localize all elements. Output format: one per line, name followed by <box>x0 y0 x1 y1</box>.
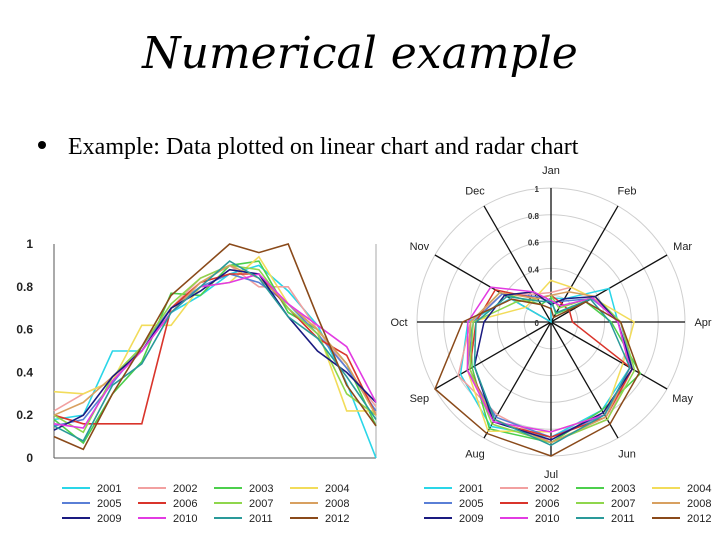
bullet-item: Example: Data plotted on linear chart an… <box>38 134 578 161</box>
legend-label-2005: 2005 <box>459 498 483 510</box>
radar-series-2009 <box>473 291 634 441</box>
radar-spoke-Jun <box>550 321 619 439</box>
y-tick-label: 1 <box>26 237 33 251</box>
legend-label-2001: 2001 <box>97 483 121 495</box>
series-line-2007 <box>53 264 377 434</box>
legend-label-2012: 2012 <box>325 513 349 525</box>
legend-label-2002: 2002 <box>173 483 197 495</box>
radar-chart: JanFebMarAprMayJunJulAugSepOctNovDec00.2… <box>390 165 711 481</box>
radar-spoke-Aug <box>483 321 552 439</box>
legend-label-2002: 2002 <box>535 483 559 495</box>
y-tick-label: 0.4 <box>16 365 33 379</box>
radar-spoke-Dec <box>483 205 552 323</box>
legend-label-2004: 2004 <box>687 483 711 495</box>
line-chart: 0 0.2 0.4 0.6 0.8 1 <box>16 237 377 465</box>
radar-series-2012 <box>434 298 641 457</box>
legend-label-2012: 2012 <box>687 513 711 525</box>
radar-axis-label-Oct: Oct <box>390 317 407 329</box>
radar-axis-label-Aug: Aug <box>465 449 485 461</box>
legend-label-2007: 2007 <box>249 498 273 510</box>
series-line-2001 <box>53 264 377 459</box>
radar-axis-label-Sep: Sep <box>410 393 430 405</box>
legend-label-2005: 2005 <box>97 498 121 510</box>
radar-axis-label-Jul: Jul <box>544 469 558 481</box>
legend-label-2009: 2009 <box>459 513 483 525</box>
radar-axis-label-May: May <box>672 393 693 405</box>
y-tick-label: 0.2 <box>16 408 33 422</box>
radar-axis-label-Feb: Feb <box>618 185 637 197</box>
series-line-2011 <box>53 260 377 442</box>
y-tick-label: 0.6 <box>16 323 33 337</box>
legend-label-2007: 2007 <box>611 498 635 510</box>
radar-series-2006 <box>469 288 634 438</box>
radar-spoke-May <box>550 321 668 390</box>
radar-spoke-Feb <box>550 205 619 323</box>
radar-tick-label: 0.6 <box>528 239 540 248</box>
legend-label-2003: 2003 <box>611 483 635 495</box>
legend-label-2008: 2008 <box>325 498 349 510</box>
line-chart-legend: 2001 2002 2003 2004 2005 2006 2007 2008 2009 2010… <box>62 483 349 525</box>
series-line-2006 <box>53 273 377 425</box>
radar-spoke-Sep <box>434 321 552 390</box>
radar-series-2010 <box>466 286 631 433</box>
radar-tick-label: 0.8 <box>528 212 540 221</box>
y-tick-label: 0.8 <box>16 280 33 294</box>
slide-title: Numerical example <box>142 28 578 79</box>
legend-label-2010: 2010 <box>535 513 559 525</box>
radar-tick-label: 1 <box>535 185 540 194</box>
legend-label-2003: 2003 <box>249 483 273 495</box>
radar-axis-label-Apr: Apr <box>694 317 711 329</box>
radar-axis-label-Nov: Nov <box>410 241 430 253</box>
series-line-2012 <box>53 243 377 451</box>
legend-label-2008: 2008 <box>687 498 711 510</box>
legend-label-2011: 2011 <box>249 513 273 525</box>
radar-tick-label: 0.4 <box>528 265 540 274</box>
series-line-2009 <box>53 268 377 431</box>
legend-label-2001: 2001 <box>459 483 483 495</box>
radar-axis-label-Dec: Dec <box>465 185 485 197</box>
legend-label-2011: 2011 <box>611 513 635 525</box>
bullet-text: Example: Data plotted on linear chart an… <box>68 134 579 160</box>
legend-label-2009: 2009 <box>97 513 121 525</box>
radar-series-2011 <box>473 295 631 447</box>
radar-tick-label: 0 <box>535 319 540 328</box>
radar-chart-legend: 2001 2002 2003 2004 2005 2006 2007 2008 2009 2010… <box>424 483 711 525</box>
legend-label-2006: 2006 <box>535 498 559 510</box>
radar-axis-label-Jun: Jun <box>618 449 636 461</box>
legend-label-2010: 2010 <box>173 513 197 525</box>
legend-label-2004: 2004 <box>325 483 349 495</box>
y-tick-label: 0 <box>26 451 33 465</box>
bullet-dot <box>38 141 46 150</box>
radar-axis-label-Jan: Jan <box>542 165 560 177</box>
radar-axis-label-Mar: Mar <box>673 241 692 253</box>
legend-label-2006: 2006 <box>173 498 197 510</box>
